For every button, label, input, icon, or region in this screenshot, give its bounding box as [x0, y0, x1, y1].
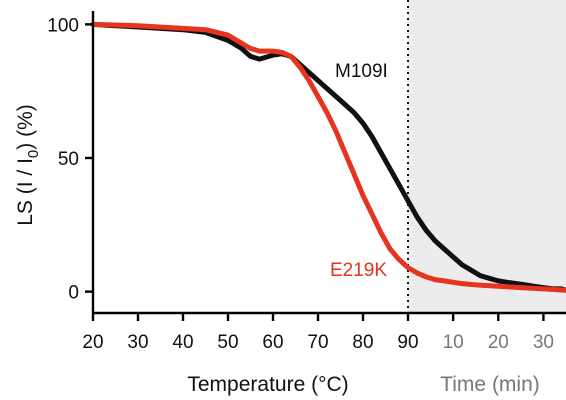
time-tick-label: 30	[533, 332, 554, 353]
time-axis-title: Time (min)	[440, 373, 540, 396]
y-tick-label: 100	[47, 15, 79, 36]
x-tick-label: 90	[397, 332, 418, 353]
time-tick-label: 10	[443, 332, 464, 353]
y-tick-label: 50	[58, 149, 79, 170]
x-tick-label: 30	[127, 332, 148, 353]
x-tick-label: 80	[352, 332, 373, 353]
time-shaded-region	[408, 0, 566, 313]
series-label-m109i: M109I	[335, 61, 388, 82]
y-axis-title: LS (I / I0) (%)	[14, 104, 42, 226]
x-tick-label: 40	[172, 332, 193, 353]
series-label-e219k: E219K	[330, 260, 387, 281]
x-axis-title: Temperature (°C)	[187, 373, 348, 396]
y-tick-label: 0	[68, 283, 79, 304]
x-tick-label: 70	[307, 332, 328, 353]
series-line-e219k	[90, 21, 566, 293]
x-tick-label: 20	[82, 332, 103, 353]
x-tick-label: 60	[262, 332, 283, 353]
x-tick-label: 50	[217, 332, 238, 353]
time-tick-label: 20	[488, 332, 509, 353]
series-line-m109i	[90, 21, 566, 293]
